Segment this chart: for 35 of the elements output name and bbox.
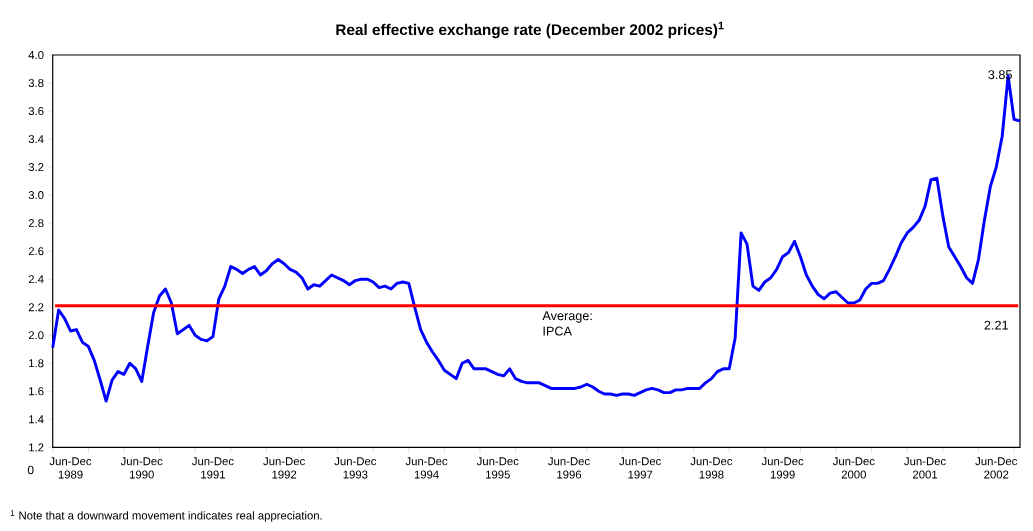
x-tick-label: Jun-Dec 2000 (832, 457, 875, 479)
x-tick-label: Jun-Dec 1998 (690, 457, 733, 479)
y-tick-label: 1.4 (29, 415, 44, 424)
y-tick-label: 1.8 (29, 359, 44, 368)
y-tick-label: 2.0 (28, 331, 44, 340)
annotation: 3.85 (988, 70, 1012, 80)
x-tick-label: Jun-Dec 1992 (263, 457, 305, 479)
x-tick-label: Jun-Dec 1999 (761, 457, 804, 479)
x-tick-label: Jun-Dec 1990 (120, 457, 163, 479)
chart-title: Real effective exchange rate (December 2002 prices)$^{1}$ (336, 21, 724, 39)
x-tick-label: Jun-Dec 1997 (619, 457, 661, 479)
y-tick-label: 3.0 (28, 191, 44, 200)
x-tick-label: Jun-Dec 1995 (476, 457, 519, 479)
x-tick-label: Jun-Dec 1994 (405, 457, 448, 479)
y-tick-label: 3.4 (28, 135, 44, 144)
y-tick-label: 3.8 (28, 79, 44, 88)
y-tick-label: 2.2 (28, 303, 44, 312)
y-tick-label: 2.8 (28, 219, 44, 228)
annotation: 2.21 (984, 320, 1008, 330)
y-tick-label: 1.2 (29, 443, 44, 452)
x-tick-label: Jun-Dec 1996 (548, 457, 590, 479)
x-tick-label: Jun-Dec 1989 (49, 457, 92, 479)
y-tick-label: 4.0 (28, 50, 44, 59)
y-tick-label: 2.4 (28, 275, 44, 284)
text: 0 (27, 465, 34, 475)
y-tick-label: 3.2 (28, 163, 44, 172)
ref-line-label: Average: IPCA (542, 311, 592, 336)
x-tick-label: Jun-Dec 2002 (975, 457, 1018, 479)
y-tick-label: 2.6 (28, 247, 44, 256)
y-tick-label: 3.6 (28, 107, 44, 116)
x-tick-label: Jun-Dec 1993 (334, 457, 377, 479)
x-tick-label: Jun-Dec 2001 (904, 457, 946, 479)
x-tick-label: Jun-Dec 1991 (192, 457, 234, 479)
text: $^{1}$ Note that a downward movement indicates real appreciation. (10, 510, 322, 522)
y-tick-label: 1.6 (29, 387, 44, 396)
